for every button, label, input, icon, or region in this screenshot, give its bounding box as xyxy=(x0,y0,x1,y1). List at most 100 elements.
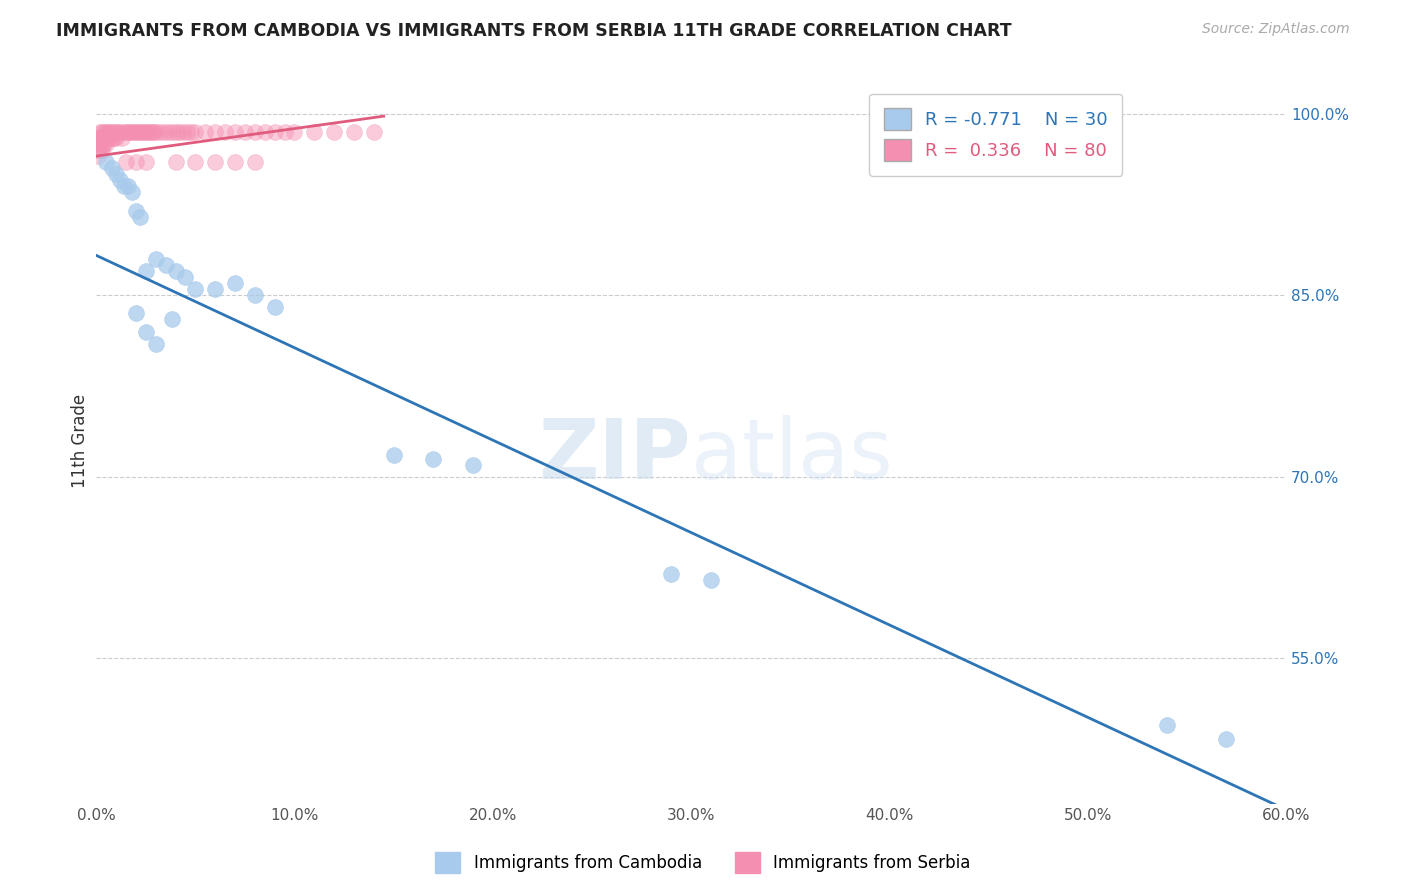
Point xyxy=(91,136,114,151)
Point xyxy=(243,288,266,302)
Point xyxy=(204,282,226,296)
Point xyxy=(105,167,128,181)
Point xyxy=(176,125,198,139)
Point xyxy=(93,125,115,139)
Point xyxy=(145,336,167,351)
Point xyxy=(112,179,135,194)
Point xyxy=(128,210,150,224)
Point xyxy=(118,125,141,139)
Point xyxy=(121,125,143,139)
Point xyxy=(111,131,134,145)
Point xyxy=(263,301,285,315)
Point xyxy=(94,155,117,169)
Point xyxy=(243,125,266,139)
Point xyxy=(135,264,157,278)
Point xyxy=(224,125,246,139)
Point xyxy=(94,136,117,151)
Point xyxy=(224,155,246,169)
Point xyxy=(165,264,187,278)
Point xyxy=(107,125,129,139)
Point xyxy=(283,125,305,139)
Point xyxy=(659,566,682,581)
Point xyxy=(180,125,202,139)
Point xyxy=(115,155,138,169)
Point xyxy=(172,125,194,139)
Point xyxy=(142,125,165,139)
Point xyxy=(91,143,114,157)
Point xyxy=(135,155,157,169)
Point xyxy=(94,125,117,139)
Point xyxy=(125,155,148,169)
Text: Source: ZipAtlas.com: Source: ZipAtlas.com xyxy=(1202,22,1350,37)
Point xyxy=(149,125,172,139)
Point xyxy=(135,325,157,339)
Point xyxy=(89,136,111,151)
Point xyxy=(103,131,125,145)
Point xyxy=(224,276,246,290)
Point xyxy=(131,125,153,139)
Point xyxy=(184,155,207,169)
Point xyxy=(1215,732,1237,747)
Point xyxy=(87,149,110,163)
Point xyxy=(117,179,139,194)
Point xyxy=(141,125,163,139)
Point xyxy=(87,143,110,157)
Point xyxy=(125,306,148,320)
Point xyxy=(89,143,111,157)
Point xyxy=(243,155,266,169)
Point xyxy=(461,458,484,472)
Point xyxy=(160,125,183,139)
Point xyxy=(103,125,125,139)
Point xyxy=(263,125,285,139)
Legend: Immigrants from Cambodia, Immigrants from Serbia: Immigrants from Cambodia, Immigrants fro… xyxy=(429,846,977,880)
Point xyxy=(122,125,145,139)
Point xyxy=(89,125,111,139)
Point xyxy=(128,125,150,139)
Point xyxy=(273,125,295,139)
Point xyxy=(87,131,110,145)
Point xyxy=(125,203,148,218)
Point xyxy=(125,125,148,139)
Y-axis label: 11th Grade: 11th Grade xyxy=(72,393,89,488)
Point xyxy=(105,131,128,145)
Point xyxy=(169,125,191,139)
Point xyxy=(108,173,131,187)
Point xyxy=(700,573,723,587)
Point xyxy=(253,125,276,139)
Text: atlas: atlas xyxy=(692,415,893,496)
Point xyxy=(304,125,326,139)
Point xyxy=(136,125,159,139)
Point xyxy=(132,125,155,139)
Point xyxy=(98,131,121,145)
Point xyxy=(214,125,236,139)
Point xyxy=(112,125,135,139)
Point xyxy=(89,131,111,145)
Legend: R = -0.771    N = 30, R =  0.336    N = 80: R = -0.771 N = 30, R = 0.336 N = 80 xyxy=(869,94,1122,176)
Point xyxy=(105,125,128,139)
Point xyxy=(156,125,179,139)
Point xyxy=(165,125,187,139)
Point xyxy=(94,131,117,145)
Point xyxy=(160,312,183,326)
Point xyxy=(115,125,138,139)
Point xyxy=(127,125,149,139)
Point xyxy=(91,125,114,139)
Point xyxy=(363,125,385,139)
Text: ZIP: ZIP xyxy=(538,415,692,496)
Point xyxy=(108,125,131,139)
Point xyxy=(93,136,115,151)
Point xyxy=(91,131,114,145)
Point xyxy=(194,125,217,139)
Point xyxy=(343,125,366,139)
Point xyxy=(98,125,121,139)
Point xyxy=(101,125,124,139)
Point xyxy=(101,131,124,145)
Point xyxy=(233,125,256,139)
Point xyxy=(184,125,207,139)
Point xyxy=(93,131,115,145)
Point xyxy=(184,282,207,296)
Point xyxy=(135,125,157,139)
Text: IMMIGRANTS FROM CAMBODIA VS IMMIGRANTS FROM SERBIA 11TH GRADE CORRELATION CHART: IMMIGRANTS FROM CAMBODIA VS IMMIGRANTS F… xyxy=(56,22,1012,40)
Point xyxy=(152,125,174,139)
Point xyxy=(87,136,110,151)
